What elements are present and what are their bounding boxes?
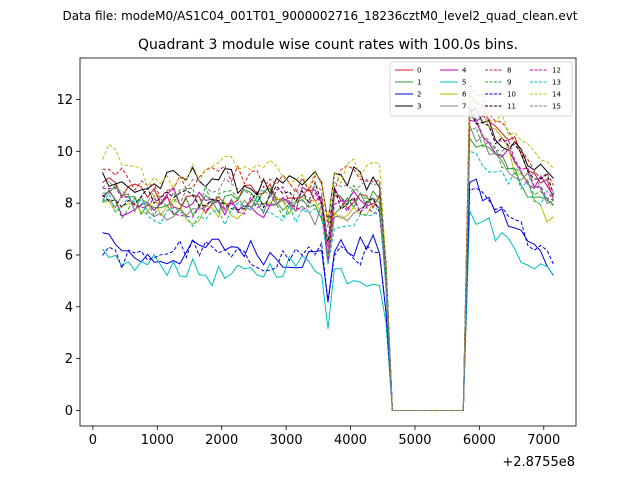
legend-label-7: 7 bbox=[462, 103, 466, 111]
data-file-label: Data file: modeM0/AS1C04_001T01_90000027… bbox=[62, 9, 577, 23]
x-tick-label: 0 bbox=[89, 433, 97, 448]
series-line-9 bbox=[102, 126, 554, 411]
legend-label-11: 11 bbox=[507, 103, 516, 111]
legend-label-5: 5 bbox=[462, 79, 466, 87]
legend-label-12: 12 bbox=[552, 67, 561, 75]
series-line-2 bbox=[102, 178, 554, 411]
y-tick-label: 6 bbox=[65, 248, 73, 263]
legend-label-8: 8 bbox=[507, 67, 511, 75]
x-tick-label: 4000 bbox=[334, 433, 367, 448]
axes-frame bbox=[79, 57, 577, 427]
x-tick-label: 7000 bbox=[527, 433, 560, 448]
x-tick-label: 6000 bbox=[463, 433, 496, 448]
y-tick-label: 12 bbox=[56, 93, 73, 108]
series-line-7 bbox=[102, 125, 554, 411]
x-tick-label: 2000 bbox=[205, 433, 238, 448]
series-line-12 bbox=[102, 104, 554, 411]
x-tick-label: 3000 bbox=[270, 433, 303, 448]
y-tick-label: 2 bbox=[65, 352, 73, 367]
legend-label-2: 2 bbox=[417, 91, 421, 99]
series-line-10 bbox=[102, 187, 554, 411]
x-offset-label: +2.8755e8 bbox=[502, 455, 575, 470]
series-line-15 bbox=[102, 117, 554, 411]
chart-title: Quadrant 3 module wise count rates with … bbox=[138, 37, 518, 53]
legend-label-6: 6 bbox=[462, 91, 467, 99]
legend-label-4: 4 bbox=[462, 67, 467, 75]
series-line-1 bbox=[102, 136, 554, 411]
series-line-8 bbox=[102, 82, 554, 411]
legend-label-13: 13 bbox=[552, 79, 561, 87]
x-tick-label: 1000 bbox=[141, 433, 174, 448]
legend-label-15: 15 bbox=[552, 103, 561, 111]
legend-label-3: 3 bbox=[417, 103, 421, 111]
legend-label-1: 1 bbox=[417, 79, 421, 87]
y-tick-label: 8 bbox=[65, 197, 73, 212]
series-line-5 bbox=[102, 210, 554, 411]
series-line-4 bbox=[102, 119, 554, 411]
legend-label-10: 10 bbox=[507, 91, 516, 99]
legend-box bbox=[389, 61, 573, 117]
y-tick-label: 4 bbox=[65, 300, 73, 315]
legend-label-14: 14 bbox=[552, 91, 561, 99]
y-tick-label: 0 bbox=[65, 404, 73, 419]
legend-label-9: 9 bbox=[507, 79, 511, 87]
plot-area: 0 1000 2000 3000 4000 5000 6000 700002468101201… bbox=[56, 57, 577, 448]
x-tick-label: 5000 bbox=[398, 433, 431, 448]
legend-label-0: 0 bbox=[417, 67, 421, 75]
series-line-13 bbox=[102, 150, 554, 411]
y-tick-label: 10 bbox=[56, 145, 73, 160]
